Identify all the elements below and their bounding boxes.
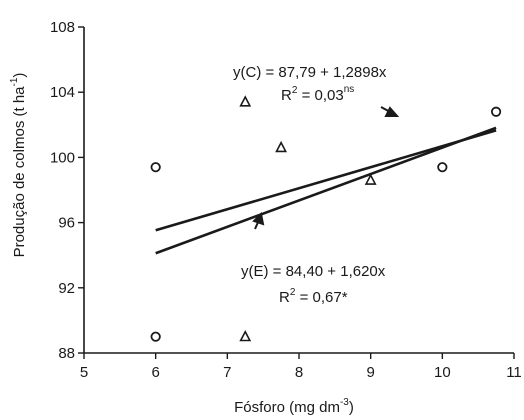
r2-c: R2 = 0,03ns (281, 84, 354, 104)
triangle-point (239, 329, 252, 342)
y-tick-label: 96 (58, 215, 75, 232)
circle-point (150, 331, 161, 342)
x-tick-label: 5 (80, 364, 88, 381)
y-tick-label: 100 (50, 149, 75, 166)
x-tick-label: 8 (295, 364, 303, 381)
y-tick-label: 104 (50, 84, 75, 101)
x-tick-label: 9 (366, 364, 374, 381)
y-tick-label: 88 (58, 345, 75, 362)
circle-point (437, 162, 448, 173)
x-tick-label: 10 (434, 364, 451, 381)
regression-line-e (155, 126, 497, 255)
arrow-to-line-e (252, 211, 265, 230)
regression-lines (155, 126, 497, 255)
triangle-point (239, 95, 252, 107)
equation-c: y(C) = 87,79 + 1,2898x (233, 64, 387, 81)
circle-point (490, 106, 502, 117)
arrow-to-line-c (380, 106, 400, 117)
x-tick-label: 6 (151, 364, 159, 381)
y-tick-label: 92 (58, 280, 75, 297)
x-tick-label: 7 (223, 364, 231, 381)
axes (78, 26, 515, 359)
data-points (150, 95, 502, 342)
tick-labels: 5 6 7 8 9 10 11 88 92 96 100 104 108 (50, 19, 522, 381)
x-axis-label: Fósforo (mg dm-3) (234, 397, 354, 416)
y-axis-label: Produção de colmos (t ha-1) (9, 73, 28, 258)
x-tick-label: 11 (506, 364, 522, 381)
triangle-point (364, 173, 377, 185)
triangle-point (275, 140, 288, 153)
regression-line-c (155, 129, 497, 232)
r2-e: R2 = 0,67* (279, 287, 348, 306)
equation-e: y(E) = 84,40 + 1,620x (241, 263, 386, 280)
y-tick-label: 108 (50, 19, 75, 36)
circle-point (150, 162, 161, 173)
